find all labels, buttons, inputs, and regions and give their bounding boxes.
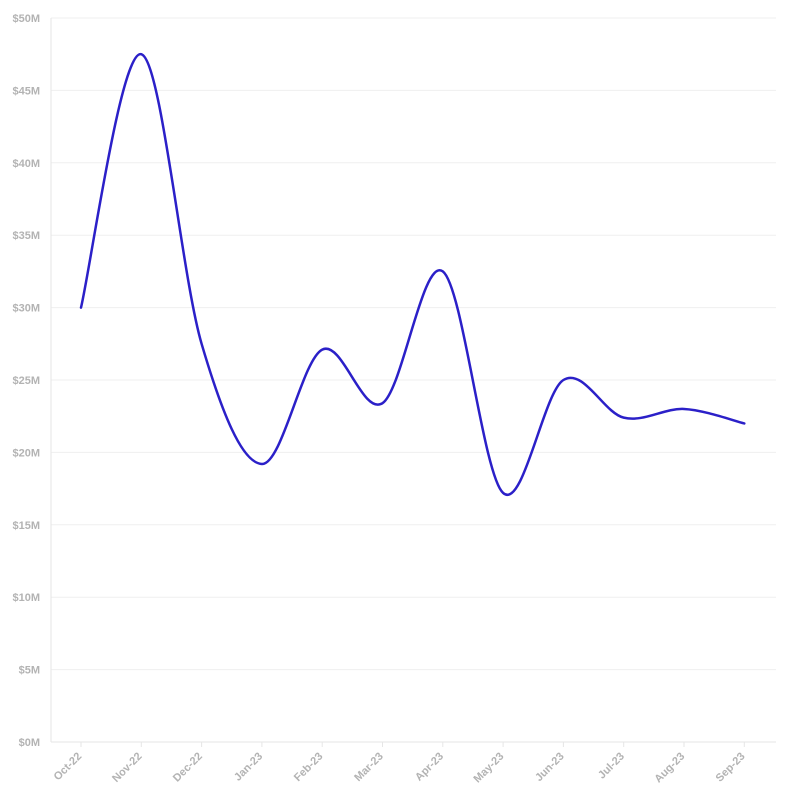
grid-lines bbox=[51, 17, 776, 671]
data-point-feb-23 bbox=[319, 347, 325, 353]
data-point-nov-22 bbox=[138, 51, 144, 57]
y-tick-label: $0M bbox=[19, 737, 40, 749]
x-tick-label: Dec-22 bbox=[171, 750, 205, 784]
x-tick-label: Mar-23 bbox=[352, 750, 386, 784]
y-tick-label: $25M bbox=[12, 375, 40, 387]
y-tick-label: $30M bbox=[12, 303, 40, 315]
data-point-jan-23 bbox=[259, 461, 265, 467]
data-point-may-23 bbox=[500, 490, 506, 496]
x-tick-label: Jul-23 bbox=[596, 750, 627, 781]
y-tick-label: $40M bbox=[12, 158, 40, 170]
data-point-dec-22 bbox=[199, 341, 205, 347]
x-tick-label: Apr-23 bbox=[413, 750, 446, 783]
x-tick-label: Jun-23 bbox=[533, 750, 567, 784]
y-axis-ticks: $0M $5M $10M $15M $20M $25M $30M $35M $40M $45M $5… bbox=[12, 13, 40, 749]
data-point-sep-23 bbox=[741, 420, 747, 426]
y-tick-label: $5M bbox=[19, 665, 40, 677]
y-tick-label: $15M bbox=[12, 520, 40, 532]
series bbox=[78, 51, 747, 497]
x-tick-label: Oct-22 bbox=[52, 750, 85, 783]
x-tick-label: Jan-23 bbox=[232, 750, 265, 783]
data-point-jul-23 bbox=[621, 415, 627, 421]
data-point-jun-23 bbox=[560, 377, 566, 383]
x-tick-label: Nov-22 bbox=[110, 750, 144, 784]
x-axis-ticks: Oct-22 Nov-22 Dec-22 Jan-23 Feb-23 Mar-23 Apr-… bbox=[52, 742, 748, 785]
data-point-aug-23 bbox=[681, 406, 687, 412]
y-tick-label: $45M bbox=[12, 85, 40, 97]
x-tick-label: May-23 bbox=[472, 750, 507, 785]
x-tick-label: Sep-23 bbox=[714, 750, 748, 784]
y-tick-label: $50M bbox=[12, 13, 40, 25]
axes bbox=[50, 18, 776, 743]
y-tick-label: $20M bbox=[12, 447, 40, 459]
y-tick-label: $35M bbox=[12, 230, 40, 242]
data-point-apr-23 bbox=[440, 268, 446, 274]
series-line-0 bbox=[79, 52, 746, 497]
y-tick-label: $10M bbox=[12, 592, 40, 604]
x-tick-label: Feb-23 bbox=[292, 750, 326, 784]
data-point-oct-22 bbox=[78, 305, 84, 311]
x-tick-label: Aug-23 bbox=[652, 750, 687, 785]
data-point-mar-23 bbox=[380, 400, 386, 406]
